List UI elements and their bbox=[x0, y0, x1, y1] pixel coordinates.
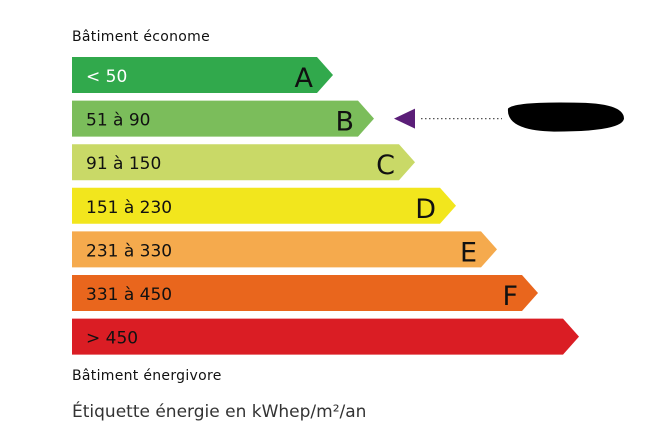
unit-label: Étiquette énergie en kWhep/m²/an bbox=[72, 402, 367, 422]
class-bar-B bbox=[72, 100, 374, 137]
class-letter: B bbox=[335, 107, 354, 138]
class-bar-E bbox=[72, 231, 497, 268]
class-range: 231 à 330 bbox=[86, 241, 172, 261]
class-bar-F bbox=[72, 275, 538, 311]
class-range: 91 à 150 bbox=[86, 154, 161, 174]
class-range: 331 à 450 bbox=[86, 285, 172, 305]
class-bar-C bbox=[72, 144, 415, 181]
class-bar-D bbox=[72, 187, 456, 224]
redacted-value bbox=[507, 102, 624, 132]
header-efficient: Bâtiment économe bbox=[72, 29, 210, 45]
class-letter: D bbox=[415, 194, 436, 225]
class-range: > 450 bbox=[86, 329, 138, 349]
class-letter: C bbox=[376, 150, 395, 181]
class-bar-G bbox=[72, 318, 579, 355]
class-bar-A bbox=[72, 57, 333, 93]
class-range: 51 à 90 bbox=[86, 111, 151, 131]
class-letter: A bbox=[295, 63, 314, 94]
class-letter: E bbox=[460, 237, 477, 268]
current-class-arrow-icon bbox=[394, 108, 415, 129]
class-range: < 50 bbox=[86, 67, 127, 87]
header-inefficient: Bâtiment énergivore bbox=[72, 368, 222, 384]
class-range: 151 à 230 bbox=[86, 198, 172, 218]
class-letter: F bbox=[502, 281, 518, 312]
